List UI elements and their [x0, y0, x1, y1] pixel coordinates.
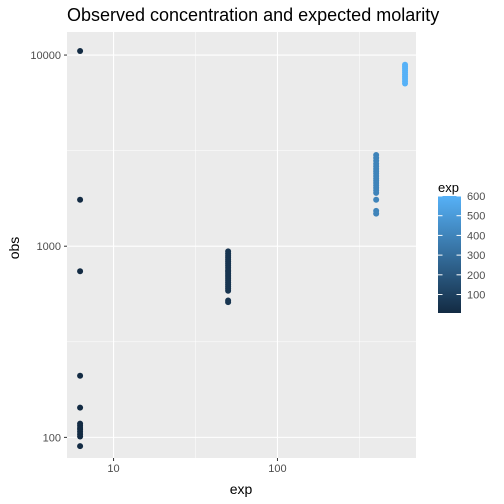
data-point — [373, 196, 380, 203]
data-point — [373, 210, 380, 217]
legend-break-label: 600 — [467, 191, 485, 203]
legend-title: exp — [438, 180, 459, 195]
chart-title: Observed concentration and expected mola… — [67, 5, 439, 25]
data-point — [77, 47, 84, 54]
data-point — [225, 299, 232, 306]
data-point — [77, 404, 84, 411]
y-tick-label: 100 — [43, 432, 61, 444]
data-point — [225, 287, 232, 294]
minor-gridlines — [67, 32, 416, 458]
data-point — [77, 268, 84, 275]
legend-colorbar — [438, 196, 461, 313]
x-axis-title: exp — [230, 481, 253, 497]
y-axis-title: obs — [6, 237, 22, 260]
y-tick-label: 10000 — [30, 50, 61, 62]
y-axis: 100 1000 10000 — [30, 50, 67, 444]
data-point — [77, 443, 84, 450]
data-point — [373, 189, 380, 196]
data-point — [77, 433, 84, 440]
legend-ticks: 100 200 300 400 500 600 — [438, 191, 485, 302]
legend-break-label: 300 — [467, 250, 485, 262]
x-tick-label: 100 — [268, 463, 286, 475]
x-axis: 10 100 — [107, 458, 287, 475]
data-point — [77, 196, 84, 203]
data-points — [77, 47, 409, 450]
legend-break-label: 200 — [467, 270, 485, 282]
plot-panel — [67, 32, 416, 458]
major-gridlines — [67, 32, 416, 458]
y-tick-label: 1000 — [37, 241, 61, 253]
data-point — [402, 80, 409, 87]
data-point — [77, 372, 84, 379]
legend-break-label: 400 — [467, 230, 485, 242]
color-legend: exp 100 200 300 400 500 600 — [438, 180, 485, 313]
legend-break-label: 500 — [467, 211, 485, 223]
x-tick-label: 10 — [107, 463, 119, 475]
legend-break-label: 100 — [467, 290, 485, 302]
